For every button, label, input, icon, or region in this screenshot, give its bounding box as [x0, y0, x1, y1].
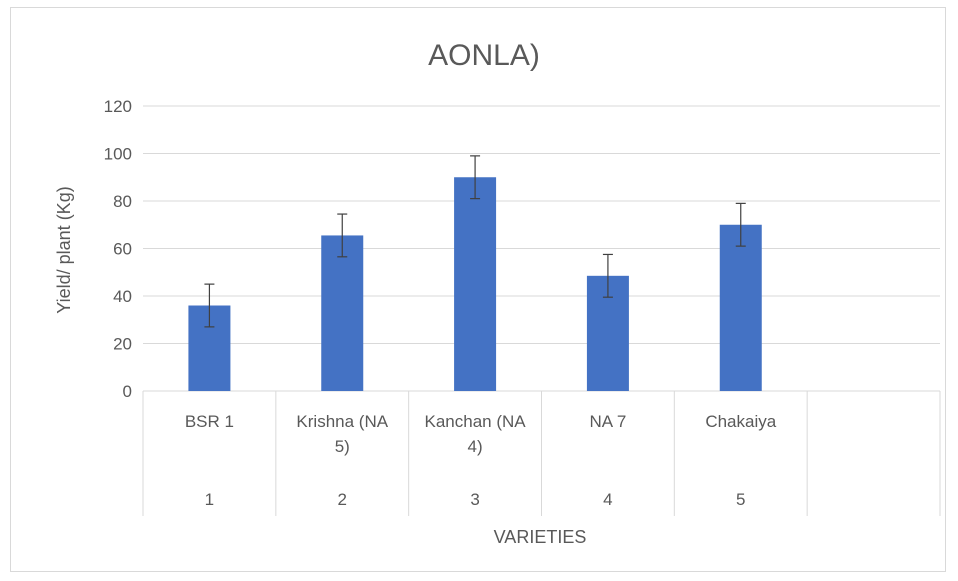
- y-tick-label: 0: [123, 382, 132, 401]
- x-axis: BSR 1 1 Krishna (NA 5) 2 Kanchan (NA 4) 3 NA 7 4 C…: [142, 390, 941, 516]
- gridlines: [143, 105, 940, 392]
- x-axis-label: VARIETIES: [494, 527, 587, 547]
- x-tick-label: Chakaiya: [705, 412, 776, 431]
- y-axis-label: Yield/ plant (Kg): [54, 186, 74, 313]
- x-group-label: 1: [205, 490, 214, 509]
- chart-title: AONLA): [428, 39, 540, 72]
- x-group-label: 2: [338, 490, 347, 509]
- x-group-label: 4: [603, 490, 612, 509]
- x-group-label: 5: [736, 490, 745, 509]
- x-tick-label: Krishna (NA: [296, 412, 388, 431]
- bars: [188, 177, 762, 391]
- y-tick-label: 80: [113, 192, 132, 211]
- x-tick-label: 5): [335, 437, 350, 456]
- x-tick-label: Kanchan (NA: [425, 412, 527, 431]
- x-tick-label: NA 7: [589, 412, 626, 431]
- y-tick-label: 40: [113, 287, 132, 306]
- error-bars: [204, 155, 746, 328]
- x-tick-label: 4): [468, 437, 483, 456]
- bar: [719, 224, 762, 391]
- y-tick-labels: 0 20 40 60 80 100 120: [104, 97, 132, 401]
- y-tick-label: 20: [113, 335, 132, 354]
- y-tick-label: 60: [113, 240, 132, 259]
- x-group-label: 3: [470, 490, 479, 509]
- bar: [454, 177, 497, 391]
- x-tick-label: BSR 1: [185, 412, 234, 431]
- y-tick-label: 120: [104, 97, 132, 116]
- bar: [321, 235, 364, 391]
- y-tick-label: 100: [104, 145, 132, 164]
